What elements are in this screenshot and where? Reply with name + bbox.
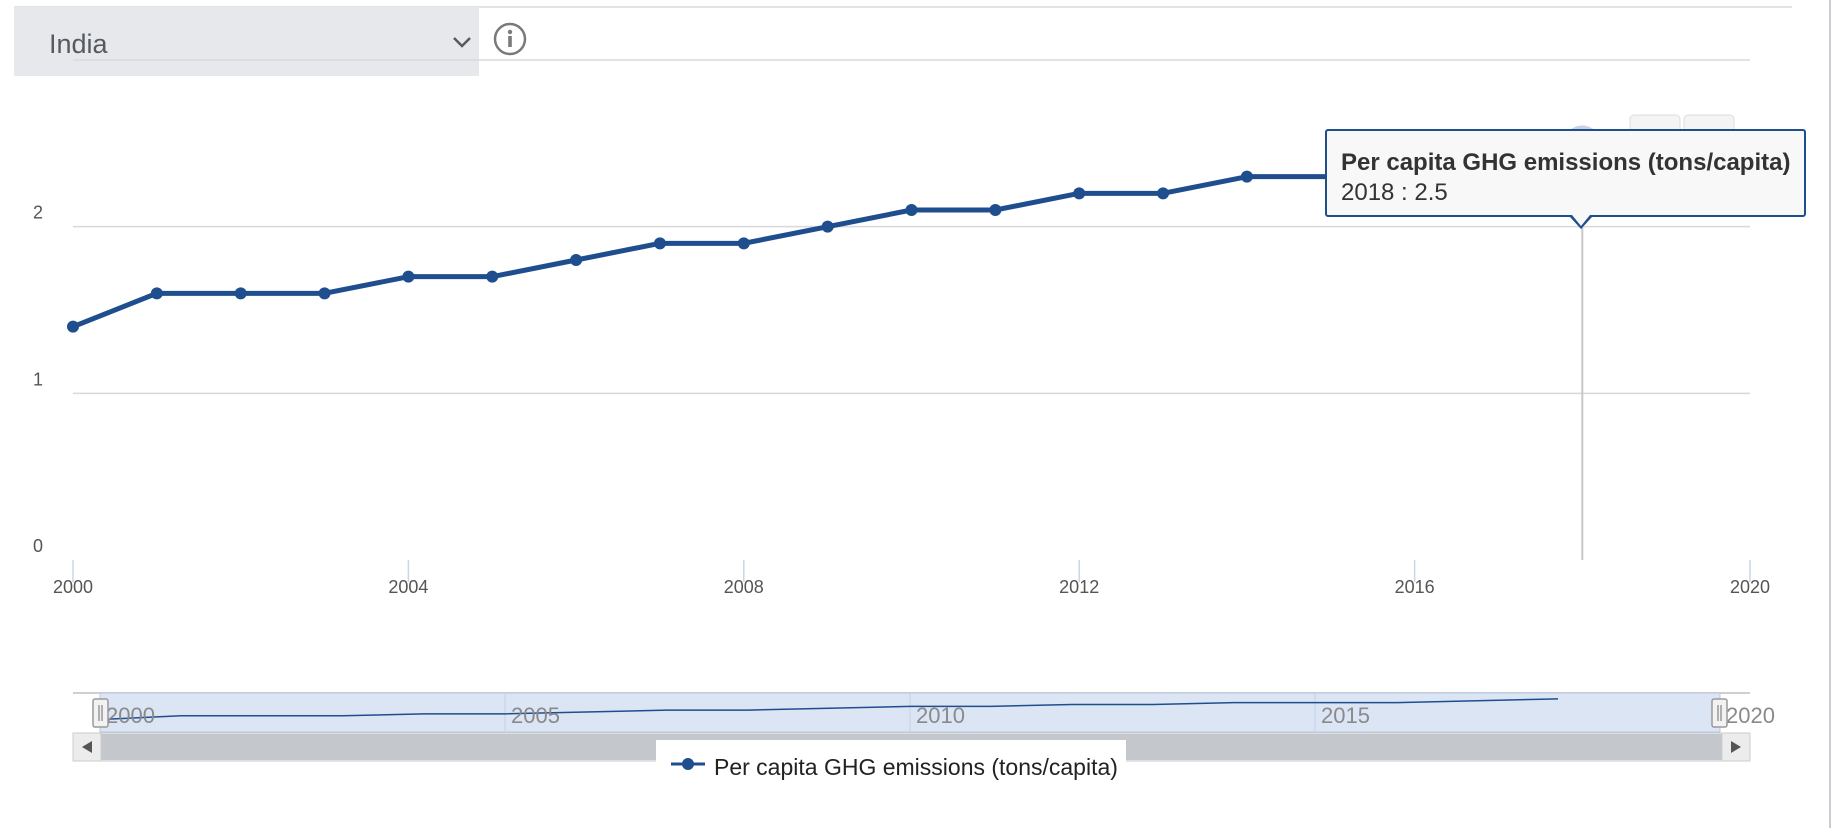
data-point	[570, 254, 583, 266]
legend-symbol	[671, 758, 705, 770]
navigator-label: 2020	[1726, 703, 1775, 728]
data-point	[402, 270, 415, 283]
navigator-label: 2005	[511, 703, 560, 728]
data-point	[234, 287, 247, 300]
y-tick-label: 1	[33, 369, 43, 389]
data-point	[1073, 187, 1086, 200]
navigator-handle-right[interactable]	[1711, 698, 1728, 728]
x-axis: 2000 2004 2008 2012 2016 2020	[53, 560, 1770, 597]
data-point	[905, 204, 918, 216]
navigator-grid	[504, 693, 1316, 732]
x-tick-label: 2012	[1059, 577, 1099, 597]
tooltip-title: Per capita GHG emissions (tons/capita)	[1341, 149, 1791, 176]
x-tick-label: 2000	[53, 577, 93, 597]
data-point	[1157, 187, 1170, 200]
data-point	[737, 237, 750, 250]
country-select-value: India	[49, 29, 108, 59]
info-icon[interactable]	[493, 22, 527, 56]
x-tick-label: 2004	[388, 577, 428, 597]
navigator-series-line	[99, 698, 1559, 721]
x-tick-label: 2008	[724, 577, 764, 597]
data-point	[989, 204, 1002, 216]
data-point	[318, 287, 331, 300]
navigator-label: 2015	[1321, 703, 1370, 728]
tooltip-arrow-fill	[1572, 215, 1590, 226]
top-divider	[14, 6, 1792, 8]
navigator-handle-left[interactable]	[92, 698, 109, 728]
navigator[interactable]: 2000 2005 2010 2015 2020	[73, 692, 1775, 733]
y-axis: 0 1 2	[33, 203, 43, 556]
navigator-labels: 2000 2005 2010 2015 2020	[106, 703, 1775, 728]
scrollbar-left-arrow-icon[interactable]	[72, 732, 102, 762]
y-tick-label: 2	[33, 203, 43, 223]
tooltip-value: 2018 : 2.5	[1341, 179, 1448, 206]
data-point	[150, 287, 163, 300]
country-select[interactable]: India	[14, 7, 479, 76]
data-point	[486, 270, 499, 283]
legend-label: Per capita GHG emissions (tons/capita)	[714, 754, 1118, 780]
scrollbar-right-arrow-icon[interactable]	[1721, 732, 1751, 762]
y-tick-label: 0	[33, 536, 43, 556]
x-tick-label: 2020	[1730, 577, 1770, 597]
grid-lines	[73, 59, 1750, 395]
chevron-down-icon	[453, 37, 471, 48]
navigator-label: 2010	[916, 703, 965, 728]
legend-item[interactable]: Per capita GHG emissions (tons/capita)	[656, 740, 1126, 790]
x-tick-label: 2016	[1395, 577, 1435, 597]
data-point	[67, 320, 79, 333]
navigator-label: 2000	[106, 703, 155, 728]
right-border	[1829, 0, 1831, 828]
data-point	[1240, 170, 1253, 183]
tooltip: Per capita GHG emissions (tons/capita) 2…	[1325, 129, 1806, 217]
data-point	[821, 220, 834, 233]
data-point	[653, 237, 666, 250]
